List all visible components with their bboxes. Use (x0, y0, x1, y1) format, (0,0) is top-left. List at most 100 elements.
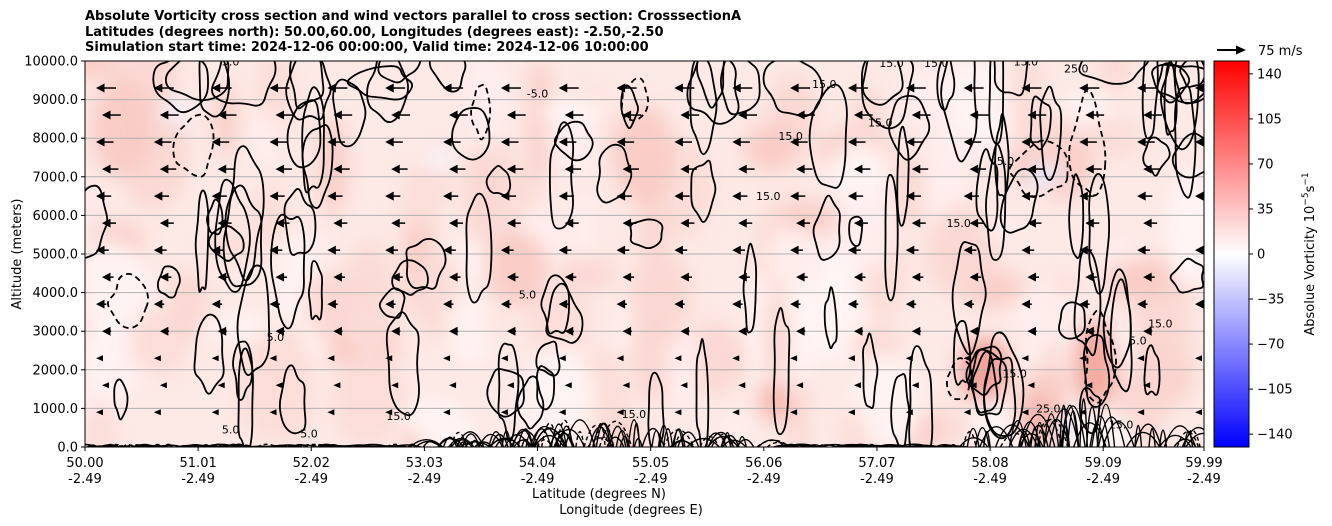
wind-vector-head (558, 409, 566, 416)
terrain-contour (437, 437, 461, 447)
colorbar-tick-label: 140 (1257, 67, 1282, 82)
x-tick-label-lon: -2.49 (521, 472, 555, 487)
x-tick-label-lat: 52.02 (293, 456, 330, 471)
wind-vector (616, 355, 624, 362)
terrain-contour (975, 426, 990, 447)
wind-vector-head (385, 245, 394, 255)
wind-vector (327, 409, 335, 416)
wind-vector-head (847, 355, 855, 362)
plot-area: 5.0 15.0 15.0 15.025.015.0-5.015.015.0-5.01… (85, 61, 1204, 447)
field-patch (89, 77, 155, 178)
wind-vector (680, 382, 688, 389)
field-patch (984, 213, 1018, 245)
wind-vector-head (1143, 218, 1152, 228)
wind-vector (500, 137, 519, 147)
y-axis-label: Altitude (meters) (10, 199, 25, 310)
y-axis: 0.0 1000.0 2000.0 3000.0 4000.0 5000.0 6000.0 7… (24, 55, 85, 456)
contour-line (1143, 344, 1161, 396)
colorbar-tick-label: −105 (1257, 383, 1293, 398)
y-tick-label: 6000.0 (33, 209, 79, 224)
wind-vector-head (96, 409, 103, 416)
wind-vector-head (269, 409, 277, 416)
contour-line (549, 121, 575, 230)
contour-label: 5.0 (222, 423, 240, 436)
wind-vector-head (269, 191, 279, 201)
wind-vector (911, 110, 931, 120)
wind-vector (217, 218, 232, 228)
wind-vector-head (680, 382, 688, 389)
wind-vector-head (391, 272, 400, 282)
wind-vector-head (732, 299, 741, 309)
contour-label: 25.0 (1064, 63, 1089, 76)
wind-vector-head (616, 409, 624, 416)
wind-vector-head (905, 355, 913, 362)
contour-line (975, 148, 999, 232)
wind-vector (391, 218, 406, 228)
wind-vector (449, 164, 466, 174)
wind-vector-head (269, 299, 279, 309)
field-patch (826, 246, 856, 364)
wind-vector (847, 299, 859, 309)
wind-vector-head (680, 326, 689, 336)
contour-line (1068, 173, 1085, 259)
contour-line (1088, 172, 1111, 295)
terrain-contour (184, 443, 206, 447)
terrain-contour (1018, 421, 1041, 447)
wind-vector (1137, 299, 1148, 309)
wind-vector-head (738, 218, 747, 228)
wind-vector (211, 245, 225, 255)
wind-vector-head (443, 409, 451, 416)
wind-vector (153, 299, 165, 309)
x-tick-label-lat: 54.04 (519, 456, 556, 471)
wind-vector-head (1195, 245, 1204, 255)
wind-vector (969, 110, 989, 120)
wind-vector-head (500, 355, 508, 362)
wind-vector-head (153, 191, 163, 201)
wind-vector-head (558, 137, 568, 147)
terrain-contour (707, 431, 735, 447)
wind-vector-head (790, 191, 799, 201)
terrain-contour (1102, 421, 1135, 447)
contour-line (884, 173, 899, 302)
contour-line (896, 125, 910, 227)
contour-line (988, 61, 1005, 145)
wind-vector-head (269, 355, 277, 362)
colorbar-tick-label: 0 (1257, 248, 1265, 263)
wind-vector (385, 409, 393, 416)
wind-vector (905, 355, 913, 362)
x-tick-label-lat: 53.03 (406, 456, 443, 471)
field-patch (465, 61, 506, 148)
wind-vector-head (853, 382, 861, 389)
contour-label: 15.0 (1002, 368, 1027, 381)
terrain-contour (103, 444, 116, 447)
wind-vector-head (732, 355, 740, 362)
horizontal-gridlines (85, 61, 1204, 447)
wind-vector-head (500, 191, 510, 201)
wind-vector-head (217, 110, 227, 120)
wind-vector (1021, 299, 1032, 309)
y-tick-label: 3000.0 (33, 325, 79, 340)
wind-vector (1195, 299, 1204, 309)
wind-vector-head (853, 326, 863, 336)
wind-vector-head (1021, 355, 1029, 362)
wind-vector-head (1143, 110, 1152, 120)
contour-line (285, 61, 332, 121)
wind-vector (1021, 83, 1042, 93)
wind-vector (1085, 218, 1100, 228)
contour-label: 15.0 (812, 78, 837, 91)
wind-vector (732, 137, 750, 147)
wind-vector (159, 110, 179, 120)
wind-vector-head (969, 272, 979, 282)
contour-label: 15.0 (1148, 317, 1173, 330)
wind-vector (1143, 272, 1155, 282)
wind-vector-head (333, 218, 342, 228)
wind-vector (732, 409, 740, 416)
wind-vector-head (1085, 110, 1094, 120)
wind-vector-head (558, 245, 568, 255)
terrain-contour (707, 435, 739, 447)
terrain-contour (669, 439, 694, 447)
wind-vector-head (564, 382, 572, 389)
wind-vector (333, 326, 343, 336)
colorbar: 140 105 70 35 0 −35 −70 −105 −140 Absolue Vortic… (1213, 60, 1318, 448)
wind-vector (1137, 245, 1150, 255)
